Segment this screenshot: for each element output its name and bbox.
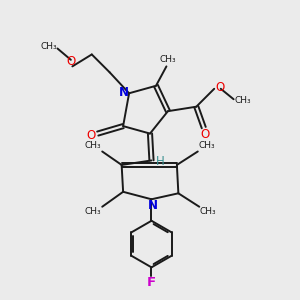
Text: O: O	[215, 81, 224, 94]
Text: CH₃: CH₃	[160, 55, 176, 64]
Text: CH₃: CH₃	[234, 96, 251, 105]
Text: O: O	[66, 55, 76, 68]
Text: O: O	[200, 128, 209, 141]
Text: CH₃: CH₃	[85, 207, 102, 216]
Text: CH₃: CH₃	[200, 207, 217, 216]
Text: N: N	[119, 86, 129, 99]
Text: CH₃: CH₃	[41, 43, 57, 52]
Text: F: F	[147, 276, 156, 289]
Text: CH₃: CH₃	[198, 141, 215, 150]
Text: H: H	[156, 155, 165, 168]
Text: O: O	[86, 129, 96, 142]
Text: CH₃: CH₃	[85, 141, 102, 150]
Text: N: N	[148, 199, 158, 212]
